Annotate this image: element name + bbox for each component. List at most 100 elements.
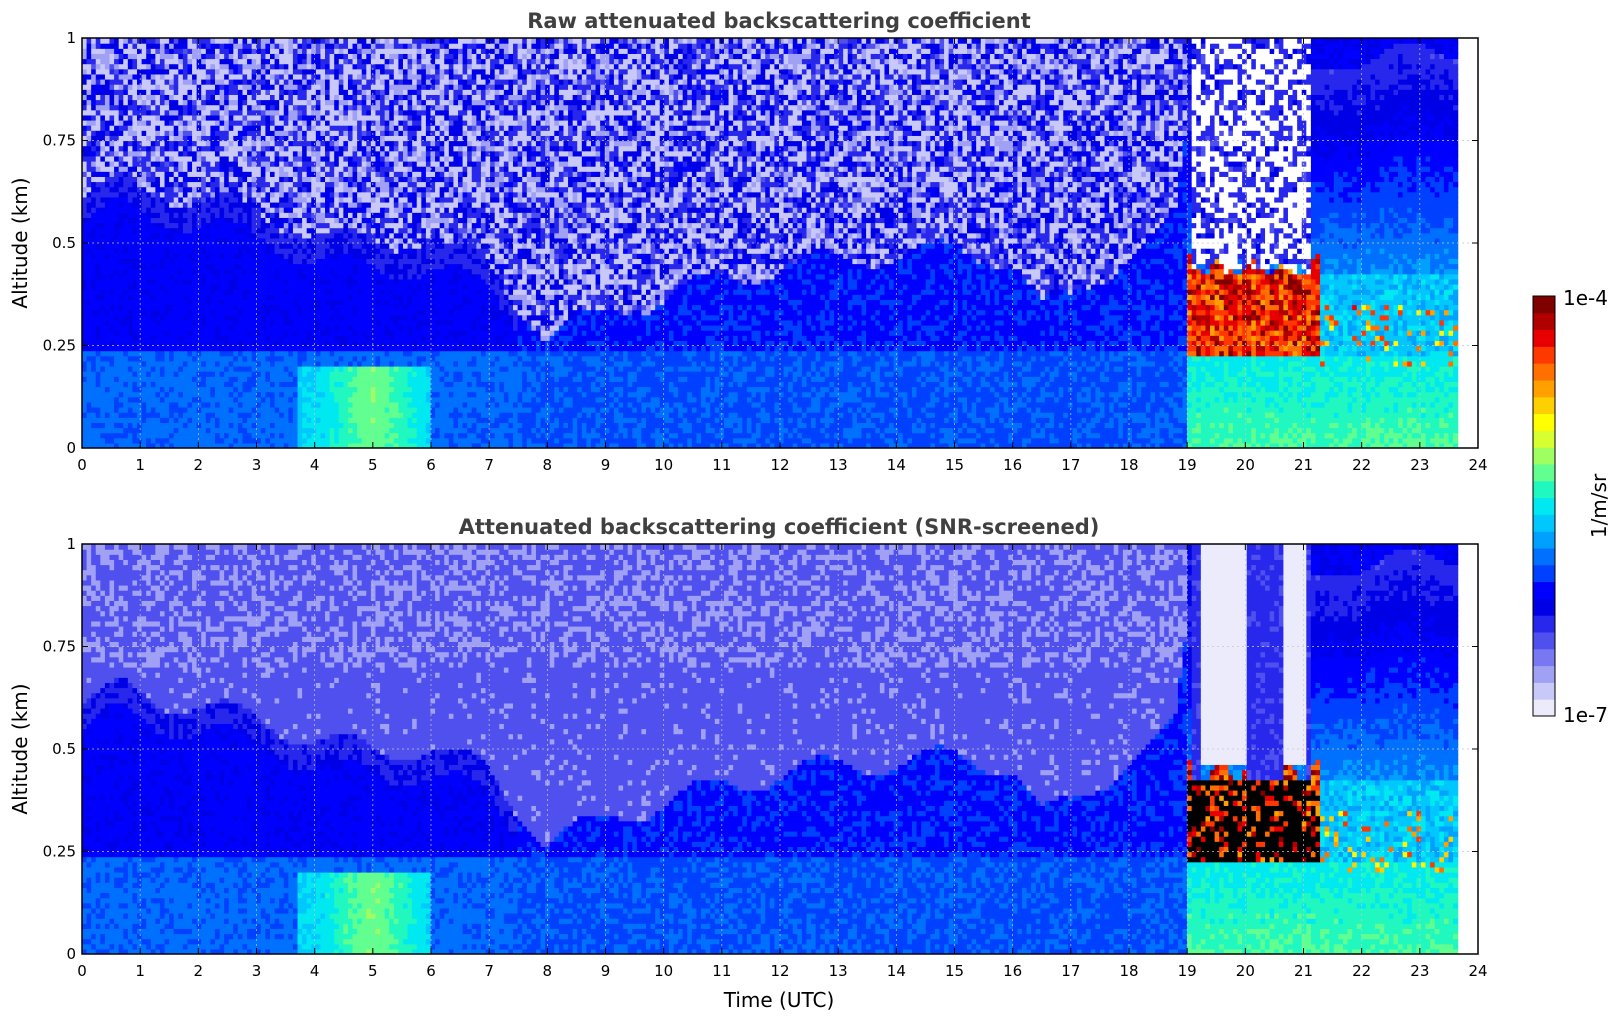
heatmap-cell — [187, 151, 192, 157]
heatmap-cell — [201, 335, 206, 341]
heatmap-cell — [357, 120, 362, 126]
heatmap-cell — [110, 320, 115, 326]
heatmap-cell — [307, 315, 312, 321]
heatmap-cell — [206, 371, 211, 377]
heatmap-cell — [242, 197, 247, 203]
heatmap-cell — [169, 397, 174, 403]
heatmap-cell — [183, 53, 188, 59]
heatmap-cell — [142, 330, 147, 336]
heatmap-cell — [353, 392, 358, 398]
heatmap-cell — [201, 130, 206, 136]
heatmap-cell — [100, 53, 105, 59]
heatmap-cell — [96, 299, 101, 305]
heatmap-cell — [343, 279, 348, 285]
heatmap-cell — [320, 166, 325, 172]
heatmap-cell — [334, 310, 339, 316]
heatmap-cell — [238, 48, 243, 54]
heatmap-cell — [192, 166, 197, 172]
heatmap-cell — [155, 217, 160, 223]
heatmap-cell — [284, 289, 289, 295]
heatmap-cell — [197, 428, 202, 434]
heatmap-cell — [183, 433, 188, 439]
heatmap-cell — [284, 197, 289, 203]
heatmap-cell — [123, 79, 128, 85]
heatmap-cell — [174, 366, 179, 372]
heatmap-cell — [220, 294, 225, 300]
heatmap-cell — [348, 407, 353, 413]
heatmap-cell — [279, 438, 284, 444]
heatmap-cell — [242, 346, 247, 352]
heatmap-cell — [192, 366, 197, 372]
heatmap-cell — [183, 223, 188, 229]
heatmap-cell — [210, 428, 215, 434]
heatmap-cell — [132, 407, 137, 413]
heatmap-cell — [151, 105, 156, 111]
heatmap-cell — [325, 392, 330, 398]
heatmap-cell — [357, 146, 362, 152]
heatmap-cell — [256, 264, 261, 270]
heatmap-cell — [339, 53, 344, 59]
heatmap-cell — [275, 243, 280, 249]
heatmap-cell — [151, 330, 156, 336]
heatmap-cell — [155, 233, 160, 239]
heatmap-cell — [105, 94, 110, 100]
heatmap-cell — [160, 110, 165, 116]
heatmap-cell — [137, 84, 142, 90]
heatmap-cell — [229, 100, 234, 106]
heatmap-cell — [334, 294, 339, 300]
heatmap-cell — [128, 89, 133, 95]
heatmap-cell — [114, 299, 119, 305]
heatmap-cell — [224, 115, 229, 121]
heatmap-cell — [288, 289, 293, 295]
heatmap-cell — [174, 320, 179, 326]
heatmap-cell — [128, 289, 133, 295]
heatmap-cell — [206, 212, 211, 218]
heatmap-cell — [128, 264, 133, 270]
heatmap-cell — [275, 325, 280, 331]
heatmap-cell — [233, 310, 238, 316]
heatmap-cell — [183, 64, 188, 70]
heatmap-cell — [330, 110, 335, 116]
heatmap-cell — [201, 289, 206, 295]
heatmap-cell — [100, 233, 105, 239]
heatmap-cell — [339, 151, 344, 157]
heatmap-cell — [325, 371, 330, 377]
heatmap-cell — [183, 89, 188, 95]
heatmap-cell — [146, 53, 151, 59]
heatmap-cell — [270, 412, 275, 418]
heatmap-cell — [137, 100, 142, 106]
heatmap-cell — [293, 274, 298, 280]
heatmap-cell — [201, 315, 206, 321]
heatmap-cell — [137, 376, 142, 382]
heatmap-cell — [210, 335, 215, 341]
heatmap-cell — [146, 197, 151, 203]
heatmap-cell — [261, 43, 266, 49]
heatmap-cell — [343, 417, 348, 423]
heatmap-cell — [119, 376, 124, 382]
heatmap-cell — [362, 110, 367, 116]
heatmap-cell — [334, 428, 339, 434]
heatmap-cell — [82, 320, 87, 326]
heatmap-cell — [105, 171, 110, 177]
heatmap-cell — [114, 146, 119, 152]
heatmap-cell — [362, 243, 367, 249]
heatmap-cell — [288, 176, 293, 182]
heatmap-cell — [224, 38, 229, 44]
heatmap-cell — [265, 412, 270, 418]
heatmap-cell — [311, 376, 316, 382]
heatmap-cell — [187, 258, 192, 264]
heatmap-cell — [142, 125, 147, 131]
heatmap-cell — [362, 269, 367, 275]
heatmap-cell — [105, 253, 110, 259]
heatmap-cell — [114, 212, 119, 218]
heatmap-cell — [307, 305, 312, 311]
heatmap-cell — [330, 433, 335, 439]
heatmap-cell — [302, 197, 307, 203]
heatmap-cell — [233, 294, 238, 300]
heatmap-cell — [325, 120, 330, 126]
heatmap-cell — [298, 94, 303, 100]
heatmap-cell — [279, 371, 284, 377]
heatmap-cell — [105, 84, 110, 90]
heatmap-cell — [330, 120, 335, 126]
heatmap-cell — [224, 407, 229, 413]
